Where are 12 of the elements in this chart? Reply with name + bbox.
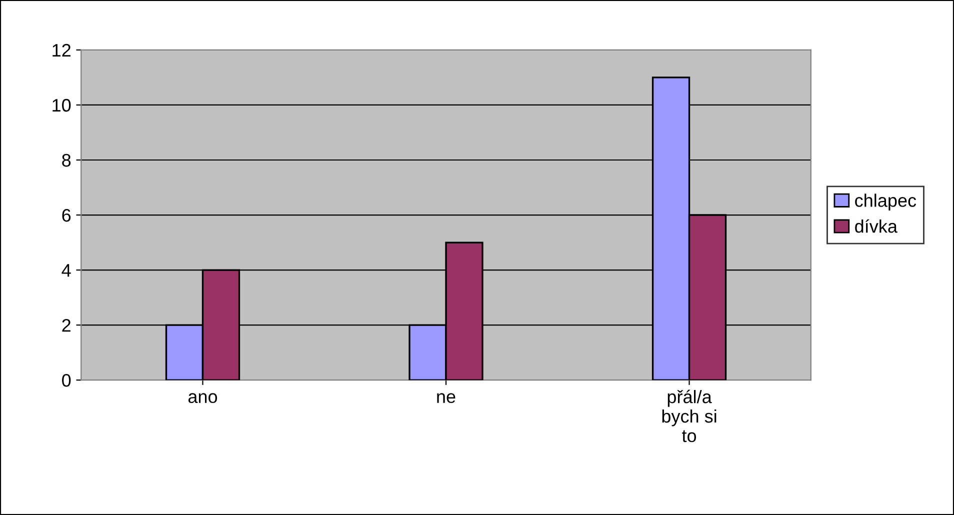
y-tick-label: 4 bbox=[62, 264, 71, 277]
x-tick-label: ne bbox=[437, 393, 456, 404]
x-tick-label: přál/a bych si to bbox=[662, 390, 716, 442]
y-tick-label: 6 bbox=[62, 208, 71, 222]
y-tick-label: 12 bbox=[52, 44, 70, 56]
x-tick-label: ano bbox=[188, 393, 218, 404]
y-tick-label: 10 bbox=[52, 98, 71, 112]
y-tick-label: 2 bbox=[62, 318, 70, 332]
legend-label: chlapec bbox=[855, 194, 916, 210]
y-tick-label: 8 bbox=[62, 154, 71, 167]
y-tick-label: 0 bbox=[62, 374, 71, 387]
legend-label: dívka bbox=[855, 219, 898, 233]
